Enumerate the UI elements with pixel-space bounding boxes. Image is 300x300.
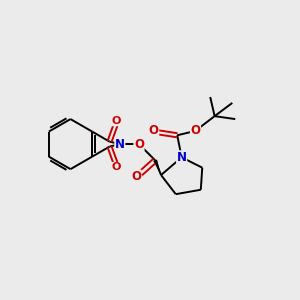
Polygon shape xyxy=(153,160,161,175)
Text: O: O xyxy=(131,170,141,183)
Text: O: O xyxy=(134,138,144,151)
Text: O: O xyxy=(111,163,121,172)
Text: O: O xyxy=(190,124,200,137)
Text: O: O xyxy=(149,124,159,137)
Text: N: N xyxy=(177,151,187,164)
Text: N: N xyxy=(115,138,125,151)
Text: O: O xyxy=(111,116,121,126)
